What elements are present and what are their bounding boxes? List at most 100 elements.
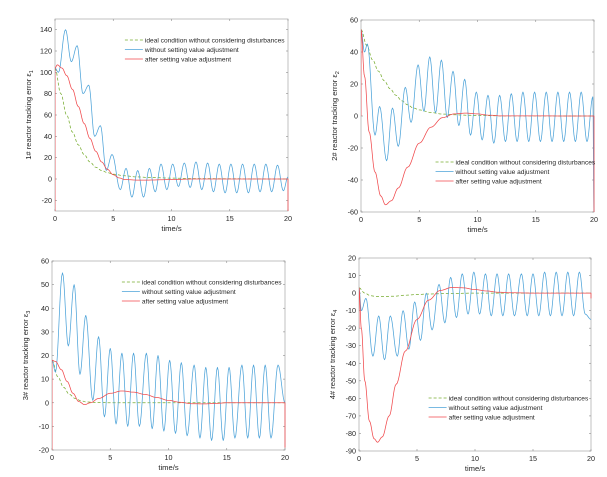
y-tick-label: 30: [41, 327, 49, 336]
series-line-3: [359, 287, 592, 443]
y-label-text: 3# reactor tracking error: [21, 317, 30, 400]
x-tick-label: 20: [281, 453, 289, 462]
y-tick-label: -20: [42, 196, 52, 205]
y-label-subscript: 4: [333, 310, 339, 313]
x-tick-label: 5: [108, 453, 112, 462]
x-tick-label: 5: [417, 215, 421, 224]
y-tick-label: 10: [41, 375, 49, 384]
subplot-4: 0 5 10 15 20 -90 -80 -70 -60 -50 -40 -30 -20 -10 0 10 20…: [328, 254, 595, 474]
legend: ideal condition without considering dist…: [124, 37, 285, 63]
y-tick-label: 40: [350, 48, 358, 57]
x-tick-label: 15: [532, 215, 540, 224]
y-tick-label: 40: [44, 132, 52, 141]
y-label-symbol: ε: [24, 73, 33, 77]
legend-label: without setting value adjustment: [141, 289, 236, 296]
y-label-symbol: ε: [330, 74, 339, 78]
y-tick-label: 140: [40, 25, 52, 34]
legend-label: after setting value adjustment: [449, 414, 535, 421]
x-tick-label: 0: [50, 453, 54, 462]
x-tick-label: 0: [357, 454, 361, 463]
x-tick-label: 10: [474, 215, 482, 224]
y-tick-label: 60: [350, 16, 358, 25]
legend-label: after setting value adjustment: [456, 178, 542, 185]
legend-label: after setting value adjustment: [142, 298, 228, 305]
y-tick-label: -60: [346, 394, 356, 403]
y-axis-label: 2# reactor tracking error ε2: [330, 71, 341, 161]
y-axis-label: 4# reactor tracking error ε4: [328, 310, 339, 400]
x-tick-label: 15: [223, 453, 231, 462]
series-line-3: [55, 64, 289, 211]
y-label-symbol: ε: [328, 312, 337, 316]
legend: ideal condition without considering dist…: [428, 395, 589, 421]
y-tick-label: -40: [348, 176, 358, 185]
legend-label: after setting value adjustment: [145, 56, 231, 63]
series-line-2: [359, 271, 592, 361]
y-tick-label: -20: [348, 144, 358, 153]
y-tick-label: 50: [41, 280, 49, 289]
y-tick-label: 20: [41, 351, 49, 360]
y-tick-label: -80: [346, 429, 356, 438]
y-axis-label: 1# reactor tracking error ε1: [24, 70, 35, 160]
y-tick-label: -60: [348, 208, 358, 217]
x-axis-label: time/s: [467, 225, 487, 234]
x-tick-label: 0: [359, 215, 363, 224]
x-tick-label: 20: [284, 214, 292, 223]
x-axis-label: time/s: [161, 224, 181, 233]
series-group: [361, 29, 595, 213]
y-label-subscript: 2: [335, 71, 341, 74]
x-tick-label: 10: [168, 214, 176, 223]
x-tick-label: 0: [53, 214, 57, 223]
x-tick-label: 15: [529, 454, 537, 463]
y-tick-label: 80: [44, 89, 52, 98]
y-label-symbol: ε: [21, 313, 30, 317]
legend-label: without setting value adjustment: [144, 47, 239, 54]
y-tick-label: 100: [40, 68, 52, 77]
y-label-text: 4# reactor tracking error: [328, 316, 337, 399]
y-tick-label: -70: [346, 411, 356, 420]
y-tick-label: 40: [41, 304, 49, 313]
series-line-3: [52, 359, 286, 450]
y-axis-label: 3# reactor tracking error ε3: [21, 311, 32, 401]
y-tick-label: 20: [350, 80, 358, 89]
series-line-1: [55, 67, 289, 180]
y-label-text: 1# reactor tracking error: [24, 77, 33, 160]
series-group: [52, 272, 286, 450]
y-tick-label: -40: [346, 359, 356, 368]
x-tick-label: 5: [415, 454, 419, 463]
legend-label: without setting value adjustment: [448, 405, 543, 412]
series-group: [55, 29, 289, 211]
y-label-subscript: 1: [29, 70, 35, 73]
x-tick-label: 20: [587, 454, 595, 463]
y-tick-label: 20: [348, 254, 356, 263]
series-line-3: [361, 29, 595, 212]
x-tick-label: 10: [165, 453, 173, 462]
y-tick-label: 20: [44, 153, 52, 162]
y-tick-label: -10: [39, 422, 49, 431]
y-tick-label: 0: [352, 289, 356, 298]
x-axis-label: time/s: [465, 464, 485, 473]
series-line-2: [55, 29, 289, 198]
legend-label: without setting value adjustment: [455, 169, 550, 176]
y-tick-label: -10: [346, 306, 356, 315]
y-tick-label: 60: [41, 257, 49, 266]
legend-label: ideal condition without considering dist…: [145, 37, 285, 44]
series-line-2: [361, 29, 595, 213]
series-line-1: [361, 29, 595, 117]
legend-label: ideal condition without considering dist…: [449, 395, 589, 402]
legend-label: ideal condition without considering dist…: [456, 159, 596, 166]
series-group: [359, 271, 592, 443]
series-line-2: [52, 272, 286, 441]
y-tick-label: -20: [39, 446, 49, 455]
x-tick-label: 20: [590, 215, 598, 224]
y-label-subscript: 3: [26, 311, 32, 314]
y-label-text: 2# reactor tracking error: [330, 78, 339, 161]
legend-label: ideal condition without considering dist…: [142, 279, 282, 286]
subplot-3: 0 5 10 15 20 -20 -10 0 10 20 30 40 50 60 time/s 3# reac…: [21, 257, 289, 473]
axes-box: [358, 257, 592, 452]
y-tick-label: 60: [44, 111, 52, 120]
x-tick-label: 10: [471, 454, 479, 463]
y-tick-label: -30: [346, 341, 356, 350]
x-axis-label: time/s: [158, 463, 178, 472]
